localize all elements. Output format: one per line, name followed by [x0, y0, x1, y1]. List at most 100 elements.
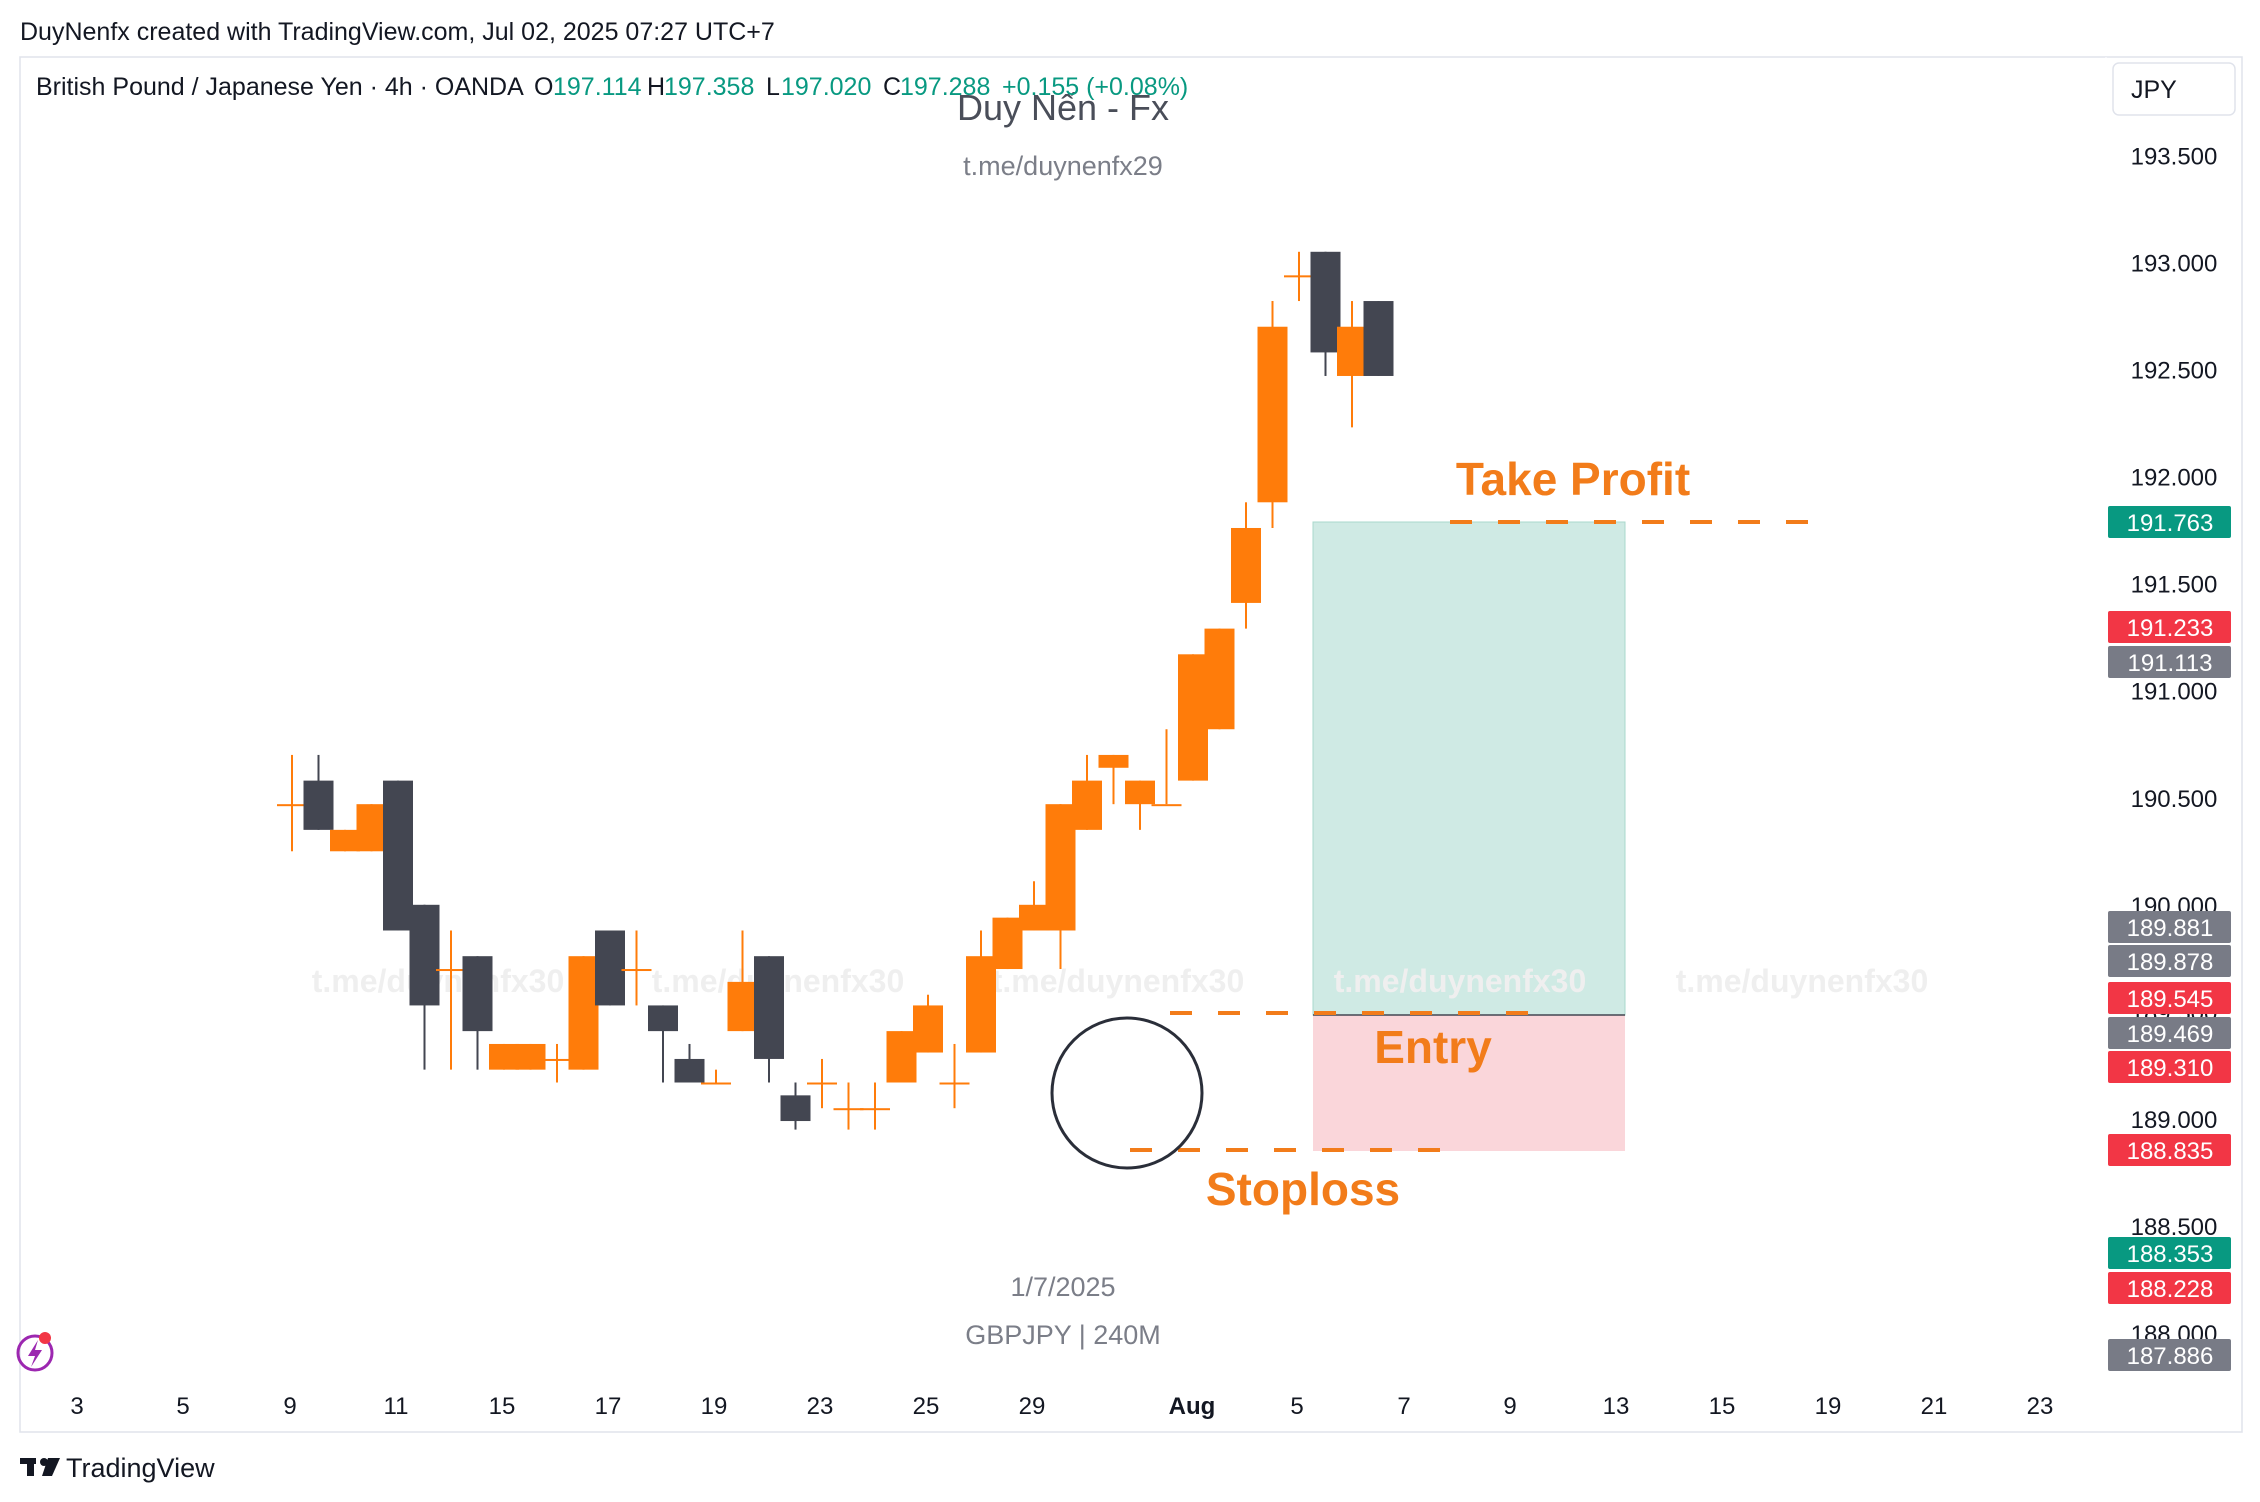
candle — [568, 956, 599, 1070]
currency-button[interactable]: JPY — [2112, 62, 2236, 116]
watermark-subtitle: t.me/duynenfx29 — [963, 151, 1163, 181]
candle-body — [727, 981, 758, 1032]
price-label-text: 187.886 — [2127, 1343, 2214, 1370]
candle — [489, 1043, 519, 1070]
watermark-repeat-5: t.me/duynenfx30 — [1676, 963, 1929, 999]
price-label-text: 189.469 — [2127, 1021, 2214, 1048]
candle — [1310, 251, 1341, 376]
candle-body — [1019, 904, 1049, 931]
candle-body — [1363, 301, 1394, 376]
time-tick-label: 23 — [807, 1393, 834, 1420]
price-tick-label: 189.000 — [2131, 1107, 2218, 1134]
price-label-text: 191.763 — [2127, 510, 2214, 537]
candle-body — [436, 969, 466, 972]
credit-text: DuyNenfx created with TradingView.com, J… — [20, 18, 775, 46]
time-tick-label: 9 — [1503, 1393, 1516, 1420]
ohlc-open-label: O — [534, 73, 553, 101]
price-label-green: 188.353 — [2108, 1237, 2231, 1269]
candle-body — [489, 1043, 519, 1070]
tradingview-logo-icon — [20, 1458, 60, 1476]
ohlc-close-label: C — [883, 73, 901, 101]
candle-body — [1257, 326, 1288, 503]
candle-body — [1178, 654, 1208, 781]
time-tick-label: 11 — [384, 1393, 409, 1420]
candle — [1284, 251, 1314, 302]
time-tick-label: 25 — [913, 1393, 940, 1420]
candle-body — [409, 904, 440, 1006]
take-profit-label: Take Profit — [1456, 453, 1690, 505]
candle — [277, 754, 307, 852]
ohlc-close-value: 197.288 — [900, 73, 990, 101]
candle — [1204, 628, 1235, 730]
price-label-text: 189.545 — [2127, 986, 2214, 1013]
candle — [383, 780, 413, 931]
time-tick-label: Aug — [1169, 1393, 1216, 1420]
candle-body — [542, 1058, 572, 1061]
candle — [860, 1082, 890, 1130]
time-tick-label: 9 — [283, 1393, 296, 1420]
ohlc-change: +0.155 (+0.08%) — [1002, 73, 1188, 101]
lightning-logo-icon[interactable] — [16, 1332, 54, 1372]
candle — [356, 804, 387, 852]
entry-label: Entry — [1374, 1021, 1492, 1073]
candle — [780, 1082, 811, 1130]
watermark-symbol: GBPJPY | 240M — [965, 1320, 1161, 1350]
candle — [595, 930, 625, 1006]
price-label-grey: 189.469 — [2108, 1017, 2231, 1049]
watermark-date: 1/7/2025 — [1010, 1272, 1115, 1302]
stoploss-label: Stoploss — [1206, 1163, 1400, 1215]
candle — [886, 1031, 917, 1083]
candle-body — [780, 1095, 811, 1122]
price-axis-ticks: 188.000188.500189.000189.500190.000190.5… — [2131, 143, 2218, 1348]
candle-body — [939, 1082, 970, 1085]
tradingview-brand[interactable]: TradingView — [20, 1453, 215, 1483]
candle — [913, 994, 943, 1053]
ohlc-high-label: H — [647, 73, 665, 101]
candle — [1019, 881, 1049, 931]
ohlc-low-value: 197.020 — [781, 73, 871, 101]
price-tick-label: 193.500 — [2131, 143, 2218, 170]
candle — [409, 904, 440, 1070]
price-label-text: 191.113 — [2128, 650, 2213, 677]
candle — [462, 956, 493, 1070]
candle — [1125, 780, 1155, 830]
candle-body — [966, 956, 996, 1053]
price-tick-label: 190.500 — [2131, 786, 2218, 813]
price-tick-label: 191.500 — [2131, 572, 2218, 599]
time-tick-label: 5 — [1290, 1393, 1303, 1420]
candle-body — [1204, 628, 1235, 730]
price-tick-label: 192.000 — [2131, 465, 2218, 492]
candle — [833, 1082, 864, 1130]
candle-body — [674, 1058, 705, 1083]
candle-body — [1284, 275, 1314, 278]
candle — [1231, 502, 1261, 629]
candle — [1151, 729, 1182, 807]
candle-body — [1151, 804, 1182, 807]
price-label-red: 188.228 — [2108, 1272, 2231, 1304]
price-axis-labels: 191.763 191.233 191.113 189.881 189.878 189.5… — [2108, 506, 2231, 1371]
candle — [330, 829, 360, 852]
candle-body — [807, 1082, 837, 1085]
price-label-green: 191.763 — [2108, 506, 2231, 538]
candle — [436, 930, 466, 1070]
candle-body — [462, 956, 493, 1032]
time-tick-label: 29 — [1019, 1393, 1046, 1420]
candle — [939, 1043, 970, 1109]
candle — [621, 930, 652, 1006]
chart-frame — [19, 56, 2243, 1433]
candle — [1257, 301, 1288, 528]
price-label-grey: 187.886 — [2108, 1339, 2231, 1371]
ohlc-open-value: 197.114 — [553, 73, 642, 101]
time-tick-label: 3 — [70, 1393, 83, 1420]
candle — [701, 1069, 731, 1085]
price-tick-label: 191.000 — [2131, 679, 2218, 706]
time-tick-label: 21 — [1921, 1393, 1948, 1420]
candle — [1098, 754, 1129, 805]
price-label-red: 188.835 — [2108, 1134, 2231, 1166]
candle — [1337, 301, 1367, 428]
time-tick-label: 19 — [1815, 1393, 1842, 1420]
price-label-text: 188.353 — [2127, 1241, 2214, 1268]
price-tick-label: 192.500 — [2131, 358, 2218, 385]
watermark-repeat-3: t.me/duynenfx30 — [992, 963, 1245, 999]
